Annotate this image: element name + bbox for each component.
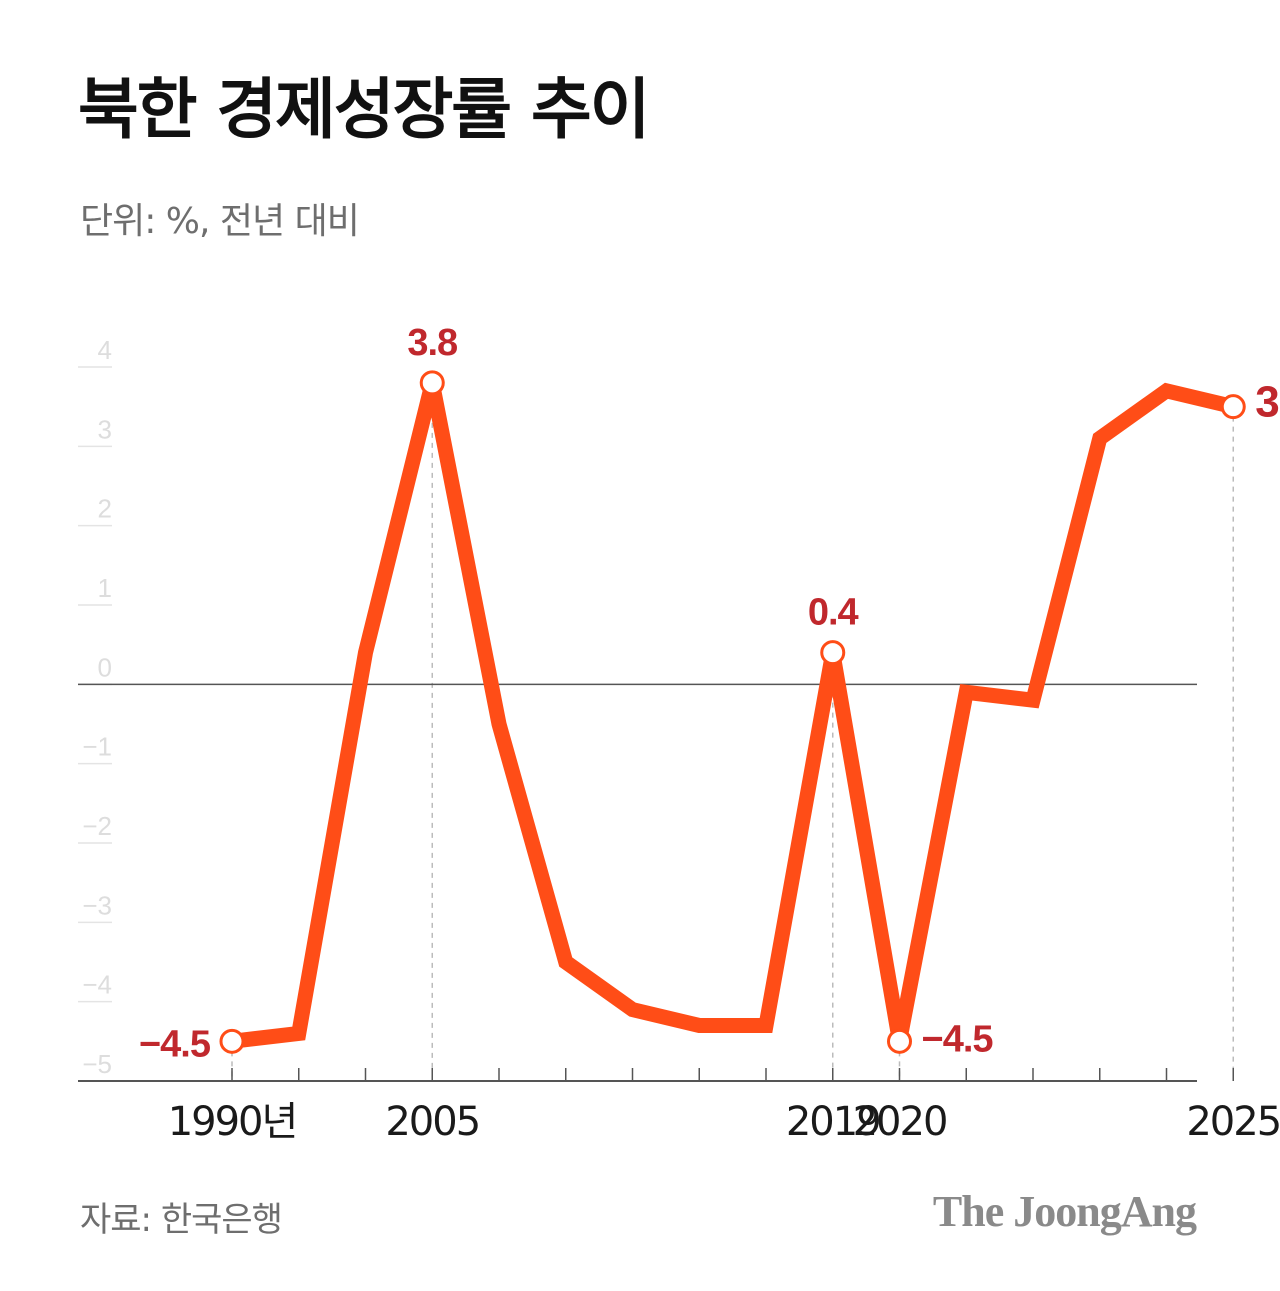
x-tick-label: 2025 [1186,1099,1280,1145]
source-note: 자료: 한국은행 [80,1200,283,1240]
x-tick-label: 1990년 [168,1099,297,1145]
y-tick-label: 2 [98,494,112,524]
data-point-marker [419,370,445,396]
y-tick-label: −4 [82,970,112,1000]
y-tick-label: 3 [98,414,112,444]
y-tick-label: −3 [82,890,112,920]
data-label: −4.5 [922,1018,994,1060]
data-point-marker [1220,394,1246,420]
x-tick-label: 2019 [786,1099,880,1145]
chart-title: 북한 경제성장률 추이 [78,71,650,148]
data-point-marker [887,1028,912,1054]
x-axis-ticks [231,1068,1234,1081]
data-point-marker [219,1028,245,1054]
series-line [231,381,1235,1049]
y-axis: 4 3 2 1 0 −1 −2 −3 −4 −5 [78,335,112,1082]
y-tick-label: −5 [82,1049,112,1079]
point-markers [219,370,1246,1054]
x-tick-label: 2005 [385,1099,479,1145]
data-point-marker [820,640,846,666]
data-label: 0.4 [808,592,859,634]
x-tick-label: 2020 [853,1099,947,1145]
y-tick-label: 4 [98,335,112,365]
y-tick-label: −1 [82,732,112,762]
data-label: −4.5 [139,1023,211,1065]
data-label: 3.5 [1255,378,1280,427]
chart-subtitle: 단위: %, 전년 대비 [80,201,360,242]
brand-logo: The JoongAng [932,1187,1197,1236]
data-label: 3.8 [407,322,457,364]
y-tick-label: −2 [82,811,112,841]
y-tick-label: 0 [98,652,112,682]
y-tick-label: 1 [98,573,112,603]
data-labels: −4.5 3.8 0.4 −4.5 3.5 [135,318,1280,1069]
